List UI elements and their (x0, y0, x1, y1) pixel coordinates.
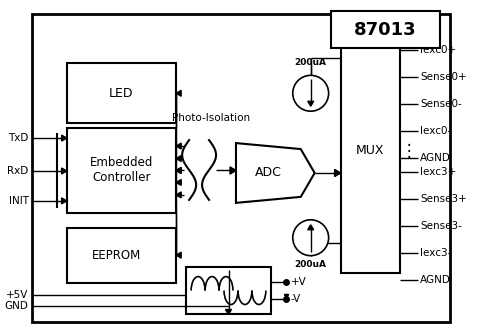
Text: Iexc0-: Iexc0- (420, 126, 452, 136)
Text: Sense0-: Sense0- (420, 99, 462, 109)
Text: Sense3-: Sense3- (420, 221, 462, 231)
Text: Iexc3+: Iexc3+ (420, 167, 456, 177)
Polygon shape (176, 167, 181, 173)
Text: MUX: MUX (356, 144, 384, 157)
Polygon shape (62, 198, 66, 204)
Text: 200uA: 200uA (294, 260, 326, 269)
Bar (32, 14, 450, 322)
Text: LED: LED (109, 87, 134, 100)
Polygon shape (176, 252, 181, 258)
Polygon shape (176, 143, 181, 149)
Polygon shape (176, 167, 181, 173)
Bar (66, 228, 176, 283)
Text: 87013: 87013 (354, 21, 416, 39)
Text: TxD: TxD (8, 133, 28, 143)
Polygon shape (236, 143, 314, 203)
Text: EEPROM: EEPROM (92, 249, 141, 262)
Bar (66, 128, 176, 213)
Polygon shape (230, 167, 236, 174)
Polygon shape (62, 168, 66, 174)
Circle shape (293, 75, 328, 111)
Text: ⋮: ⋮ (401, 142, 417, 160)
Text: Photo-Isolation: Photo-Isolation (172, 113, 250, 123)
Polygon shape (176, 90, 181, 96)
Bar (330, 11, 440, 48)
Text: -V: -V (291, 294, 301, 304)
Bar (66, 63, 176, 123)
Polygon shape (62, 135, 66, 141)
Text: Sense0+: Sense0+ (420, 72, 467, 82)
Text: Sense3+: Sense3+ (420, 194, 467, 204)
Text: Iexc3-: Iexc3- (420, 248, 452, 258)
Polygon shape (176, 179, 181, 185)
Text: AGND: AGND (420, 275, 451, 285)
Bar (186, 267, 271, 314)
Text: Embedded
Controller: Embedded Controller (90, 157, 153, 184)
Text: ADC: ADC (255, 166, 282, 179)
Circle shape (293, 220, 328, 256)
Bar (340, 29, 400, 273)
Polygon shape (308, 101, 314, 106)
Polygon shape (334, 169, 340, 176)
Text: +5V: +5V (6, 289, 29, 299)
Text: INIT: INIT (8, 196, 28, 206)
Polygon shape (226, 309, 232, 314)
Text: 200uA: 200uA (294, 58, 326, 67)
Text: AGND: AGND (420, 153, 451, 163)
Text: RxD: RxD (8, 166, 28, 176)
Polygon shape (176, 192, 181, 198)
Text: GND: GND (5, 301, 28, 311)
Text: Iexc0+: Iexc0+ (420, 45, 456, 55)
Text: +V: +V (291, 277, 306, 287)
Polygon shape (308, 225, 314, 230)
Polygon shape (176, 156, 181, 162)
